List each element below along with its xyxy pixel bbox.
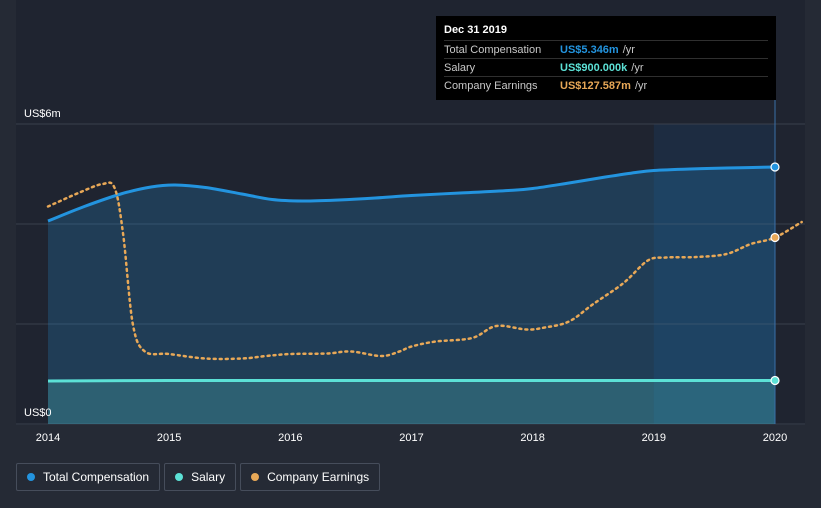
line-salary bbox=[47, 378, 775, 383]
x-tick-label: 2015 bbox=[157, 432, 181, 444]
legend-dot-icon bbox=[27, 473, 35, 481]
legend: Total Compensation Salary Company Earnin… bbox=[16, 463, 381, 491]
tooltip-unit: /yr bbox=[622, 43, 635, 56]
area-salary bbox=[48, 380, 775, 424]
highlight-band bbox=[653, 124, 775, 424]
legend-label: Total Compensation bbox=[43, 470, 150, 484]
line-earnings bbox=[46, 181, 803, 361]
marker-salary bbox=[770, 375, 780, 386]
series-lines bbox=[46, 165, 803, 383]
tooltip-row-salary: Salary US$900.000k /yr bbox=[444, 58, 768, 76]
tooltip-unit: /yr bbox=[631, 61, 644, 74]
tooltip-value: US$5.346m bbox=[560, 43, 619, 56]
marker-total bbox=[770, 162, 780, 172]
area-total bbox=[48, 167, 775, 424]
y-axis-min-label: US$0 bbox=[24, 407, 52, 419]
tooltip-unit: /yr bbox=[634, 79, 648, 92]
marker-earnings bbox=[770, 232, 780, 243]
x-tick-label: 2016 bbox=[278, 432, 302, 444]
tooltip-row-total: Total Compensation US$5.346m /yr bbox=[444, 40, 768, 58]
legend-item-company-earnings[interactable]: Company Earnings bbox=[240, 463, 381, 491]
legend-dot-icon bbox=[175, 473, 184, 481]
tooltip-value: US$127.587m bbox=[560, 79, 631, 92]
series-markers bbox=[770, 162, 780, 386]
tooltip: Dec 31 2019 Total Compensation US$5.346m… bbox=[436, 16, 776, 100]
legend-label: Company Earnings bbox=[267, 470, 370, 484]
legend-item-total-compensation[interactable]: Total Compensation bbox=[16, 463, 161, 491]
series-areas bbox=[48, 167, 775, 424]
y-axis-max-label: US$6m bbox=[24, 108, 61, 120]
x-tick-label: 2020 bbox=[763, 432, 787, 444]
tooltip-label: Company Earnings bbox=[444, 79, 538, 92]
x-axis-ticks: 2014 2015 2016 2017 2018 2019 2020 bbox=[36, 432, 787, 444]
x-tick-label: 2018 bbox=[520, 432, 544, 444]
gridlines bbox=[16, 123, 805, 425]
legend-dot-icon bbox=[251, 473, 260, 481]
line-total bbox=[47, 165, 776, 223]
legend-label: Salary bbox=[191, 470, 226, 484]
tooltip-row-earnings: Company Earnings US$127.587m /yr bbox=[444, 76, 768, 94]
x-tick-label: 2017 bbox=[399, 432, 423, 444]
legend-item-salary[interactable]: Salary bbox=[164, 463, 237, 491]
x-tick-label: 2014 bbox=[36, 432, 60, 444]
tooltip-label: Total Compensation bbox=[444, 43, 542, 56]
tooltip-date: Dec 31 2019 bbox=[444, 24, 507, 36]
tooltip-value: US$900.000k bbox=[560, 61, 628, 74]
tooltip-label: Salary bbox=[444, 61, 476, 74]
x-tick-label: 2019 bbox=[642, 432, 666, 444]
